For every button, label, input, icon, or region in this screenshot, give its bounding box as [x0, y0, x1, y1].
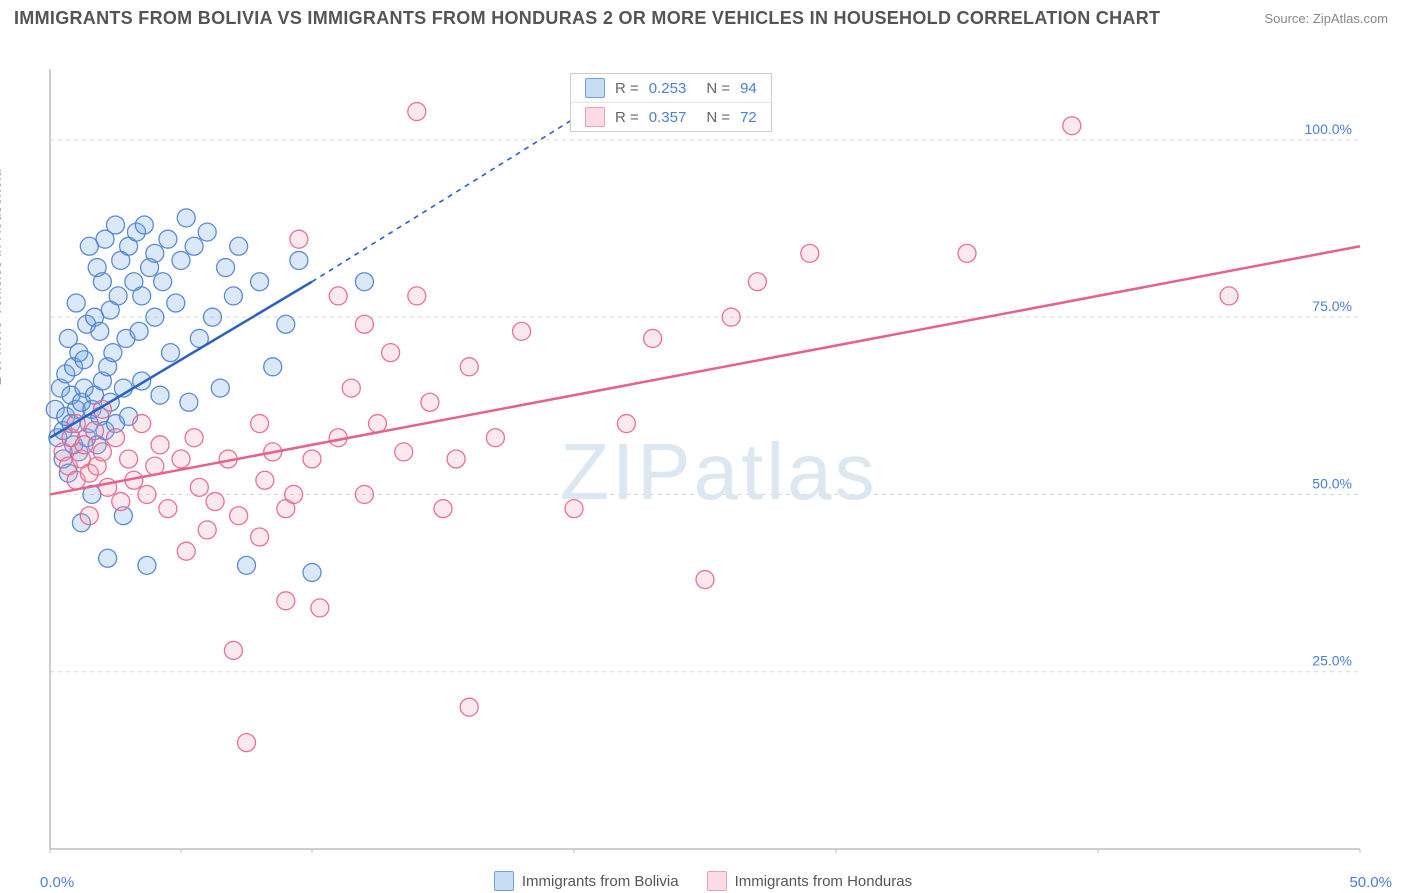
legend-label: Immigrants from Honduras — [735, 873, 913, 890]
n-bolivia: 94 — [740, 80, 757, 97]
stats-row-bolivia: R = 0.253 N = 94 — [571, 74, 771, 102]
r-honduras: 0.357 — [649, 109, 687, 126]
r-bolivia: 0.253 — [649, 80, 687, 97]
legend-bolivia: Immigrants from Bolivia — [494, 871, 679, 891]
stats-row-honduras: R = 0.357 N = 72 — [571, 102, 771, 131]
stats-legend: R = 0.253 N = 94 R = 0.357 N = 72 — [570, 73, 772, 132]
swatch-icon — [707, 871, 727, 891]
source-label: Source: ZipAtlas.com — [1264, 11, 1388, 26]
legend-honduras: Immigrants from Honduras — [707, 871, 913, 891]
scatter-chart: 25.0% 50.0% 75.0% 100.0% — [0, 33, 1406, 853]
legend-label: Immigrants from Bolivia — [522, 873, 679, 890]
n-honduras: 72 — [740, 109, 757, 126]
chart-title: IMMIGRANTS FROM BOLIVIA VS IMMIGRANTS FR… — [14, 8, 1160, 29]
svg-text:50.0%: 50.0% — [1312, 475, 1352, 491]
svg-text:100.0%: 100.0% — [1305, 121, 1352, 137]
bottom-legend: Immigrants from Bolivia Immigrants from … — [0, 871, 1406, 891]
swatch-bolivia — [585, 78, 605, 98]
chart-area: 2 or more Vehicles in Household ZIPatlas… — [0, 33, 1406, 893]
y-axis-label: 2 or more Vehicles in Household — [0, 169, 5, 385]
svg-text:75.0%: 75.0% — [1312, 298, 1352, 314]
swatch-icon — [494, 871, 514, 891]
swatch-honduras — [585, 107, 605, 127]
svg-text:25.0%: 25.0% — [1312, 653, 1352, 669]
